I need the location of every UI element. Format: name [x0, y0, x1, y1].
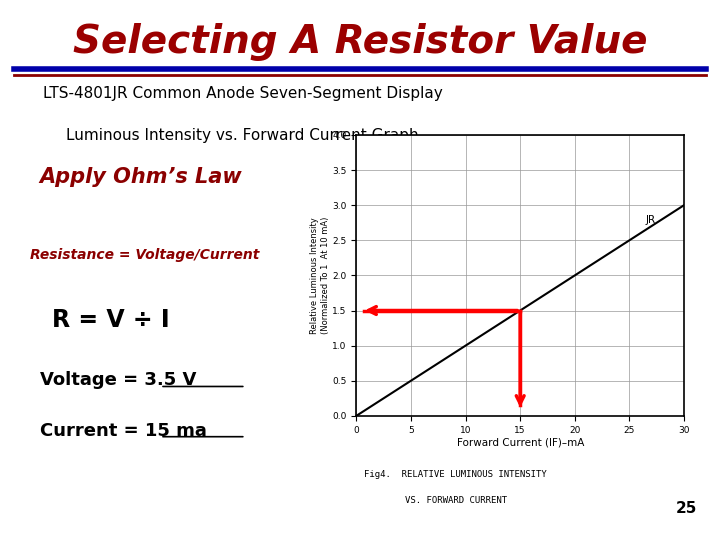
Text: Apply Ohm’s Law: Apply Ohm’s Law — [40, 167, 243, 187]
Text: Luminous Intensity vs. Forward Current Graph: Luminous Intensity vs. Forward Current G… — [66, 128, 419, 143]
Text: Resistance = Voltage/Current: Resistance = Voltage/Current — [30, 247, 260, 261]
Text: LTS-4801JR Common Anode Seven-Segment Display: LTS-4801JR Common Anode Seven-Segment Di… — [42, 86, 442, 101]
Text: Current = 15 ma: Current = 15 ma — [40, 422, 207, 440]
X-axis label: Forward Current (IF)–mA: Forward Current (IF)–mA — [456, 437, 584, 447]
Text: Fig4.  RELATIVE LUMINOUS INTENSITY: Fig4. RELATIVE LUMINOUS INTENSITY — [364, 470, 547, 479]
Text: Voltage = 3.5 V: Voltage = 3.5 V — [40, 372, 196, 389]
Text: 25: 25 — [676, 501, 698, 516]
Text: JR: JR — [646, 215, 656, 225]
Text: R = V ÷ I: R = V ÷ I — [53, 308, 170, 332]
Text: Selecting A Resistor Value: Selecting A Resistor Value — [73, 23, 647, 62]
Y-axis label: Relative Luminous Intensity
(Normalized To 1  At 10 mA): Relative Luminous Intensity (Normalized … — [310, 217, 330, 334]
Text: VS. FORWARD CURRENT: VS. FORWARD CURRENT — [405, 496, 507, 505]
